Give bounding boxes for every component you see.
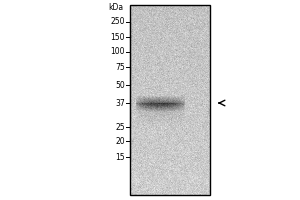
- Text: 50: 50: [115, 80, 125, 90]
- Bar: [130, 5, 210, 195]
- Text: kDa: kDa: [108, 3, 123, 12]
- Text: 250: 250: [110, 18, 125, 26]
- Text: 37: 37: [115, 98, 125, 108]
- Text: 100: 100: [110, 47, 125, 56]
- Text: 15: 15: [116, 152, 125, 162]
- Text: 75: 75: [115, 62, 125, 72]
- Text: 25: 25: [116, 122, 125, 132]
- Text: 20: 20: [116, 136, 125, 146]
- Text: 150: 150: [110, 32, 125, 42]
